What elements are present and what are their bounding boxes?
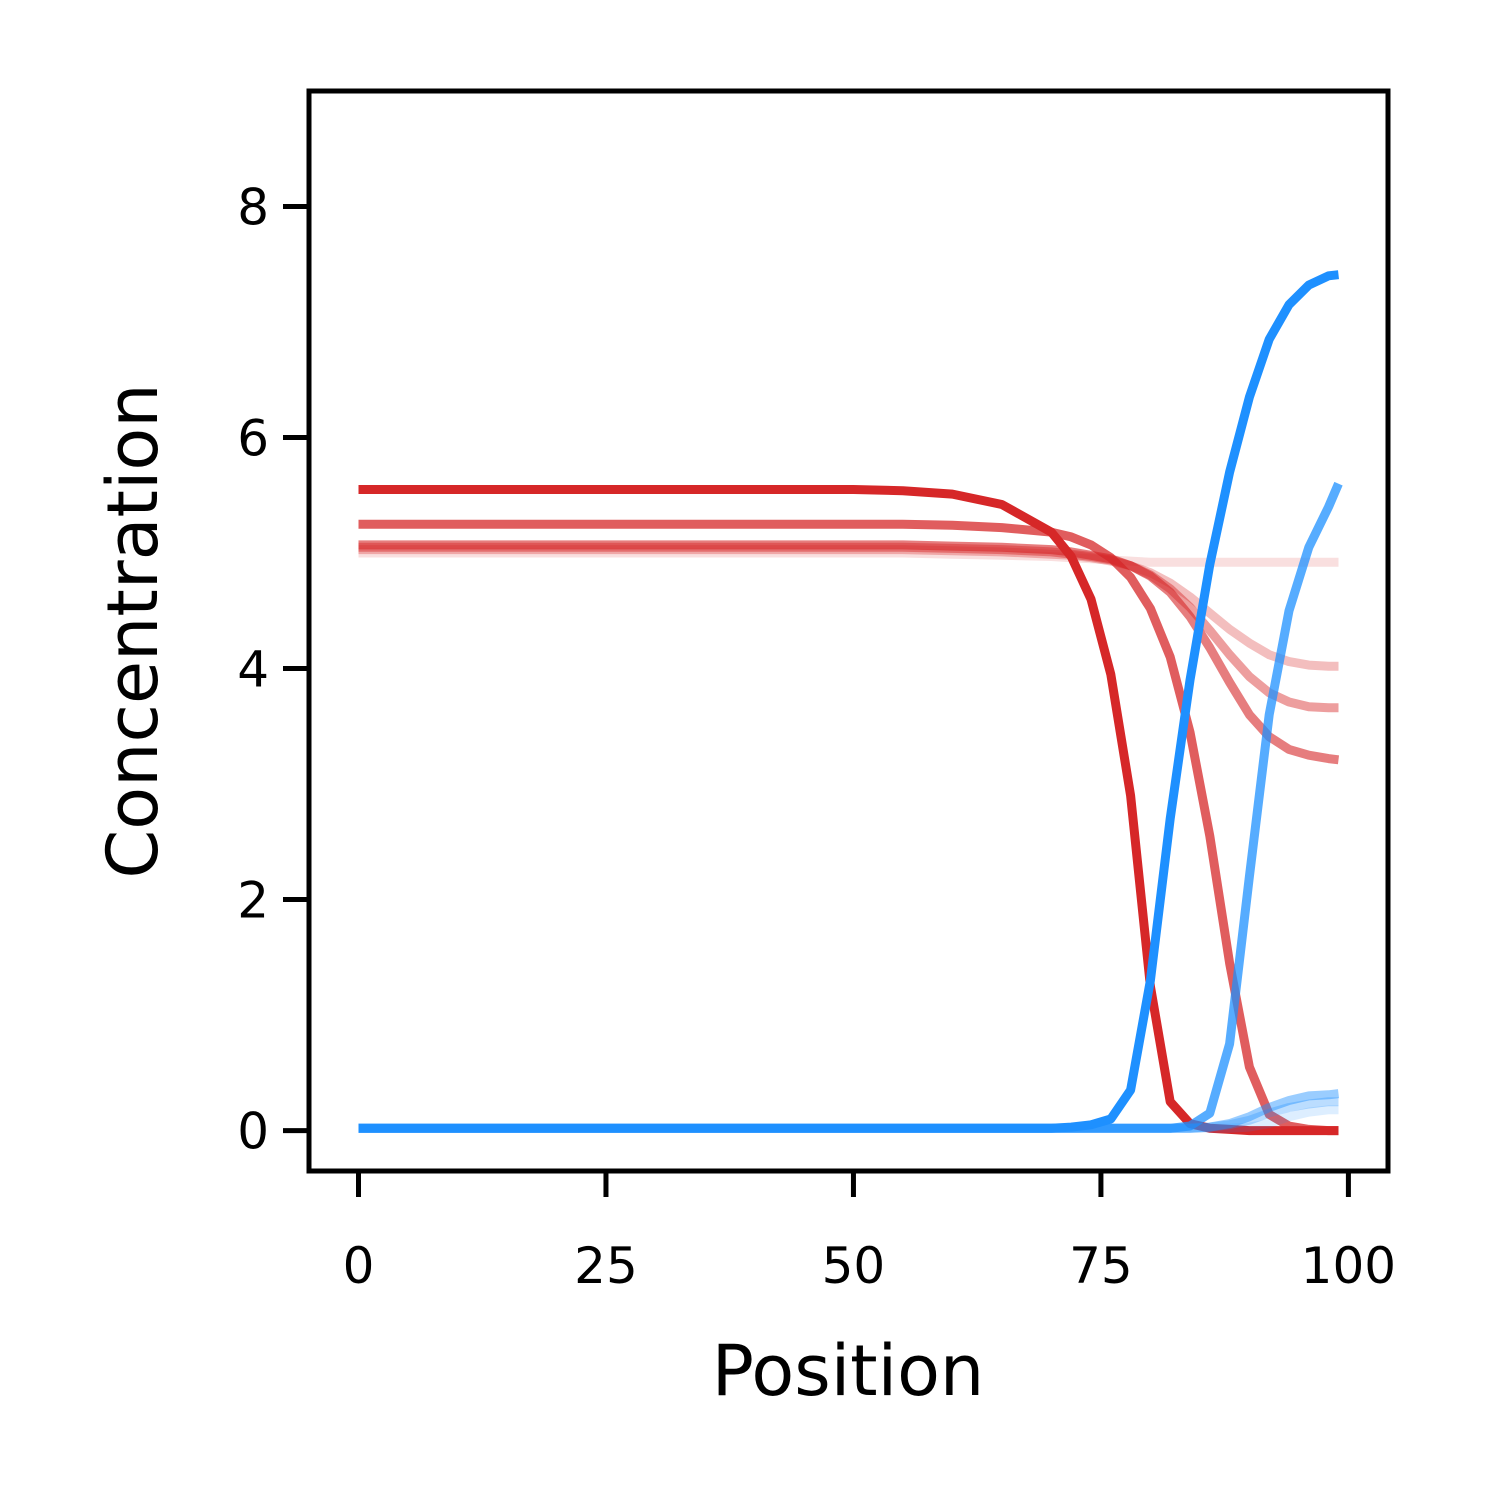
x-tick-label: 75 (1069, 1237, 1133, 1295)
y-tick-label: 2 (237, 872, 269, 930)
series-line-11 (358, 270, 1339, 1133)
y-axis: 0 2 4 6 8 (237, 179, 309, 1161)
series-layer (358, 270, 1343, 1136)
x-axis-label: Position (712, 1330, 985, 1412)
x-tick-label: 0 (343, 1237, 375, 1295)
series-line-6 (358, 485, 1339, 1136)
y-tick-label: 6 (237, 410, 269, 468)
x-tick-label: 50 (822, 1237, 886, 1295)
x-tick-label: 25 (574, 1237, 638, 1295)
x-tick-label: 100 (1301, 1237, 1396, 1295)
series-line-1 (358, 548, 1339, 567)
plot-frame (306, 88, 1391, 1174)
series-line-5 (358, 519, 1339, 1136)
x-axis: 0 25 50 75 100 (343, 1171, 1396, 1295)
y-tick-label: 0 (237, 1103, 269, 1161)
y-axis-label: Concentration (92, 383, 174, 878)
y-tick-label: 4 (237, 641, 269, 699)
y-tick-label: 8 (237, 179, 269, 237)
